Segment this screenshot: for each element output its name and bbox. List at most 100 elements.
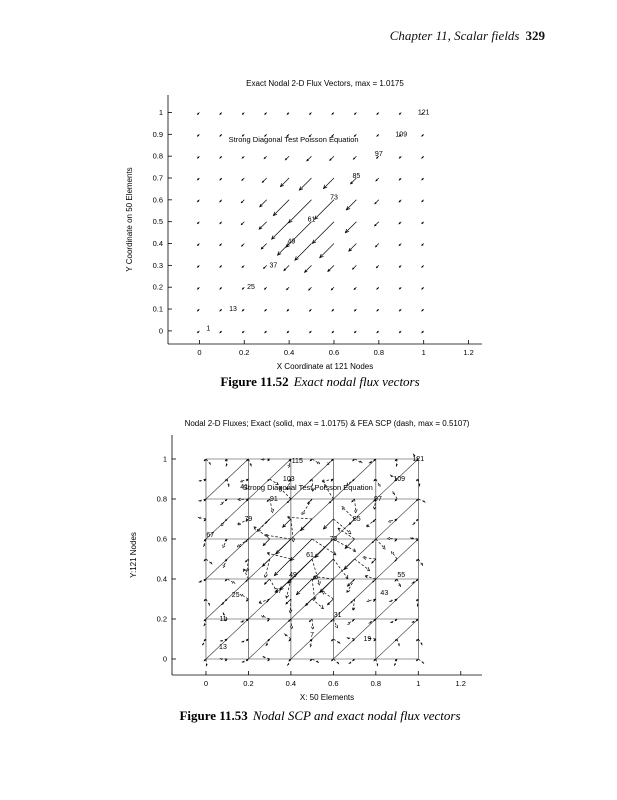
quiver-arrow (198, 498, 207, 502)
quiver-arrow (346, 578, 355, 587)
quiver-arrow (421, 199, 424, 203)
quiver-arrow (270, 221, 290, 240)
quiver-arrow (353, 112, 357, 116)
quiver-arrow (421, 265, 424, 268)
quiver-arrow (196, 308, 200, 312)
figure-caption-text: Nodal SCP and exact nodal flux vectors (252, 708, 461, 723)
quiver-arrow (376, 286, 380, 290)
quiver-arrow (201, 638, 207, 646)
quiver-arrow (224, 478, 228, 482)
x-tick-label: 0.4 (284, 348, 294, 357)
quiver-arrow (196, 243, 200, 246)
quiver-arrow (418, 558, 424, 567)
quiver-arrow (331, 134, 335, 138)
x-tick-label: 1 (416, 679, 420, 688)
quiver-arrow (240, 199, 245, 204)
quiver-arrow (375, 478, 381, 488)
quiver-arrow (196, 177, 200, 181)
mesh-diagonal (205, 538, 249, 580)
node-label: 121 (418, 109, 430, 116)
quiver-arrow (373, 478, 377, 482)
quiver-arrow (418, 498, 426, 503)
quiver-arrow (222, 538, 228, 549)
quiver-arrow (371, 538, 377, 544)
quiver-arrow (398, 265, 402, 268)
quiver-arrow (222, 558, 228, 569)
quiver-arrow (336, 527, 355, 540)
quiver-arrow (309, 478, 313, 482)
node-label: 61 (306, 552, 314, 559)
quiver-arrow (248, 458, 252, 467)
quiver-arrow (286, 112, 290, 116)
quiver-arrow (412, 453, 419, 460)
quiver-arrow (375, 658, 379, 667)
axes (167, 95, 482, 345)
quiver-arrow (219, 243, 223, 247)
quiver-arrow (264, 330, 267, 334)
quiver-arrow (269, 498, 274, 514)
quiver-arrow (240, 221, 245, 226)
quiver-arrow (411, 578, 419, 584)
quiver-arrow (196, 286, 200, 290)
quiver-arrow (389, 474, 398, 480)
quiver-arrow (219, 265, 223, 268)
quiver-arrow (258, 221, 267, 230)
y-tick-label: 0.4 (157, 575, 167, 584)
node-label: 121 (412, 456, 424, 463)
quiver-arrow (219, 221, 223, 225)
quiver-arrow (196, 134, 200, 137)
quiver-arrow (205, 558, 213, 565)
quiver-arrow (267, 478, 270, 482)
quiver-arrow (226, 478, 230, 488)
quiver-arrow (319, 243, 335, 259)
node-label: 79 (245, 516, 253, 523)
quiver-arrow (288, 638, 292, 642)
chapter-title: Chapter 11, Scalar fields (389, 28, 520, 43)
y-tick-label: 1 (163, 455, 167, 464)
quiver-arrow (394, 538, 398, 542)
quiver-arrow (398, 112, 402, 116)
quiver-arrow (198, 478, 207, 482)
quiver-arrow (311, 578, 317, 602)
quiver-arrow (241, 330, 245, 334)
node-labels: 1 13 25 37 49 61 73 85 97 109 121 (206, 109, 429, 332)
quiver-arrow (344, 538, 355, 550)
chart-title: Nodal 2-D Fluxes; Exact (solid, max = 1.… (185, 419, 470, 428)
quiver-arrow (351, 598, 356, 612)
quiver-arrow (351, 265, 357, 270)
quiver-arrow (348, 518, 355, 526)
quiver-arrow (196, 265, 200, 268)
quiver-arrow (239, 478, 249, 483)
quiver-arrow (219, 112, 223, 116)
quiver-arrow (398, 177, 402, 181)
quiver-arrow (225, 458, 228, 467)
fe-mesh (205, 458, 419, 660)
quiver-arrow (261, 558, 270, 567)
quiver-arrow (289, 618, 294, 630)
quiver-arrow (392, 490, 398, 500)
quiver-arrow (312, 558, 334, 581)
y-tick-label: 0.2 (157, 615, 167, 624)
page-number: 329 (525, 28, 546, 43)
quiver-arrow (308, 618, 313, 623)
quiver-arrow (219, 155, 223, 159)
quiver-arrow (421, 286, 424, 290)
quiver-arrow (330, 286, 335, 291)
running-header: Chapter 11, Scalar fields 329 (390, 28, 545, 44)
quiver-arrow (240, 618, 249, 623)
quiver-arrow (283, 265, 290, 272)
quiver-arrow (196, 221, 200, 225)
quiver-arrow (285, 221, 312, 248)
quiver-arrow (333, 518, 352, 535)
quiver-arrow (196, 330, 200, 334)
quiver-arrow (375, 538, 386, 550)
quiver-arrow (264, 112, 267, 116)
quiver-arrow (244, 558, 249, 563)
quiver-plot-exact-flux: 1 13 25 37 49 61 73 85 97 109 121 Strong Diagonal T… (125, 79, 482, 371)
quiver-arrow (421, 221, 424, 225)
node-label: 7 (310, 632, 314, 639)
quiver-arrow (415, 558, 419, 562)
quiver-arrow (224, 578, 228, 582)
figure-caption-text: Exact nodal flux vectors (293, 374, 420, 389)
quiver-arrow (371, 578, 377, 583)
